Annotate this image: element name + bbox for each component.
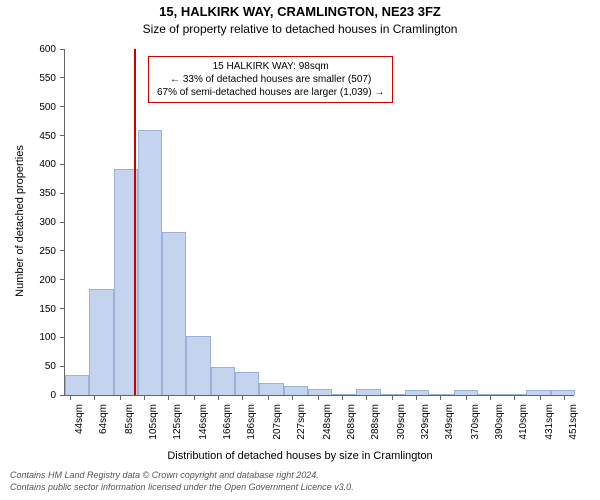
- xtick: [242, 395, 243, 400]
- xtick-label: 227sqm: [296, 404, 307, 454]
- histogram-bar: [65, 375, 89, 395]
- xtick: [416, 395, 417, 400]
- xtick: [466, 395, 467, 400]
- ytick: [60, 395, 65, 396]
- chart-container: 15, HALKIRK WAY, CRAMLINGTON, NE23 3FZ S…: [0, 0, 600, 500]
- xtick: [194, 395, 195, 400]
- ytick: [60, 164, 65, 165]
- ytick-label: 250: [16, 246, 56, 257]
- histogram-bar: [526, 390, 550, 395]
- histogram-bar: [284, 386, 308, 395]
- xtick: [144, 395, 145, 400]
- attribution: Contains HM Land Registry data © Crown c…: [10, 470, 354, 493]
- xtick-label: 349sqm: [444, 404, 455, 454]
- ytick-label: 450: [16, 131, 56, 142]
- ytick: [60, 250, 65, 251]
- histogram-bar: [186, 336, 210, 395]
- ytick: [60, 193, 65, 194]
- attribution-line-2: Contains public sector information licen…: [10, 482, 354, 494]
- xtick-label: 105sqm: [148, 404, 159, 454]
- ytick-label: 50: [16, 361, 56, 372]
- histogram-bar: [356, 389, 380, 395]
- xtick: [218, 395, 219, 400]
- xtick-label: 370sqm: [470, 404, 481, 454]
- ytick: [60, 77, 65, 78]
- ytick-label: 400: [16, 159, 56, 170]
- info-box: 15 HALKIRK WAY: 98sqm ← 33% of detached …: [148, 56, 393, 103]
- ytick: [60, 308, 65, 309]
- histogram-bar: [138, 130, 162, 395]
- xtick-label: 329sqm: [420, 404, 431, 454]
- reference-marker: [134, 49, 136, 395]
- ytick: [60, 49, 65, 50]
- info-line-3: 67% of semi-detached houses are larger (…: [157, 86, 384, 99]
- info-line-2: ← 33% of detached houses are smaller (50…: [157, 73, 384, 86]
- histogram-bar: [89, 289, 113, 395]
- ytick-label: 200: [16, 275, 56, 286]
- xtick: [292, 395, 293, 400]
- ytick-label: 350: [16, 188, 56, 199]
- ytick: [60, 366, 65, 367]
- ytick: [60, 337, 65, 338]
- histogram-bar: [235, 372, 259, 395]
- xtick: [440, 395, 441, 400]
- xtick: [168, 395, 169, 400]
- xtick-label: 309sqm: [396, 404, 407, 454]
- xtick-label: 268sqm: [346, 404, 357, 454]
- xtick: [392, 395, 393, 400]
- xtick: [120, 395, 121, 400]
- xtick: [342, 395, 343, 400]
- histogram-bar: [551, 390, 575, 395]
- xtick-label: 288sqm: [370, 404, 381, 454]
- xtick: [366, 395, 367, 400]
- xtick: [540, 395, 541, 400]
- xtick-label: 64sqm: [98, 404, 109, 454]
- ytick: [60, 106, 65, 107]
- xtick-label: 390sqm: [494, 404, 505, 454]
- histogram-bar: [332, 394, 356, 395]
- xtick-label: 166sqm: [222, 404, 233, 454]
- chart-title-main: 15, HALKIRK WAY, CRAMLINGTON, NE23 3FZ: [0, 4, 600, 19]
- xtick-label: 125sqm: [172, 404, 183, 454]
- ytick-label: 500: [16, 102, 56, 113]
- ytick: [60, 222, 65, 223]
- ytick: [60, 279, 65, 280]
- histogram-bar: [405, 390, 429, 395]
- xtick: [94, 395, 95, 400]
- xtick: [490, 395, 491, 400]
- xtick: [268, 395, 269, 400]
- ytick-label: 0: [16, 390, 56, 401]
- xtick: [70, 395, 71, 400]
- ytick-label: 300: [16, 217, 56, 228]
- ytick: [60, 135, 65, 136]
- xtick: [564, 395, 565, 400]
- histogram-bar: [381, 394, 405, 395]
- histogram-bar: [211, 367, 235, 395]
- xtick-label: 44sqm: [74, 404, 85, 454]
- xtick-label: 85sqm: [124, 404, 135, 454]
- xtick-label: 248sqm: [322, 404, 333, 454]
- ytick-label: 550: [16, 73, 56, 84]
- histogram-bar: [162, 232, 186, 395]
- xtick: [514, 395, 515, 400]
- ytick-label: 600: [16, 44, 56, 55]
- chart-title-sub: Size of property relative to detached ho…: [0, 22, 600, 36]
- xtick-label: 431sqm: [544, 404, 555, 454]
- histogram-bar: [308, 389, 332, 395]
- xtick-label: 207sqm: [272, 404, 283, 454]
- ytick-label: 100: [16, 332, 56, 343]
- xtick: [318, 395, 319, 400]
- info-line-1: 15 HALKIRK WAY: 98sqm: [157, 60, 384, 73]
- xtick-label: 146sqm: [198, 404, 209, 454]
- xtick-label: 451sqm: [568, 404, 579, 454]
- histogram-bar: [429, 394, 453, 395]
- histogram-bar: [259, 383, 283, 395]
- ytick-label: 150: [16, 304, 56, 315]
- xtick-label: 186sqm: [246, 404, 257, 454]
- attribution-line-1: Contains HM Land Registry data © Crown c…: [10, 470, 354, 482]
- xtick-label: 410sqm: [518, 404, 529, 454]
